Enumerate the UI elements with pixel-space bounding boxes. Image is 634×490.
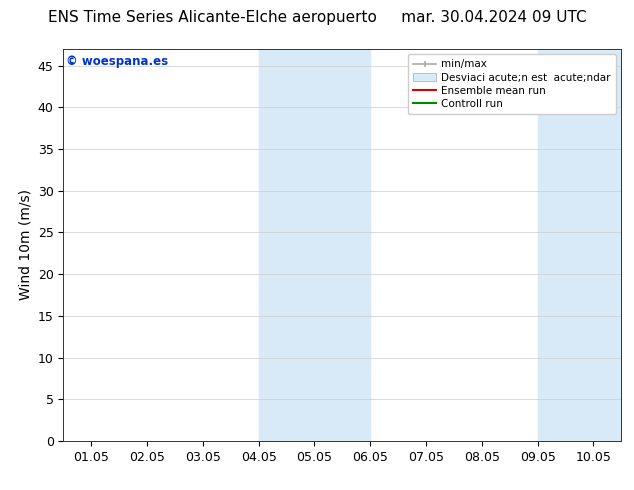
Bar [538,49,634,441]
Y-axis label: Wind 10m (m/s): Wind 10m (m/s) [18,190,32,300]
Text: ENS Time Series Alicante-Elche aeropuerto     mar. 30.04.2024 09 UTC: ENS Time Series Alicante-Elche aeropuert… [48,10,586,25]
Legend: min/max, Desviaci acute;n est  acute;ndar, Ensemble mean run, Controll run: min/max, Desviaci acute;n est acute;ndar… [408,54,616,114]
Bar [259,49,370,441]
Text: © woespana.es: © woespana.es [66,55,168,68]
